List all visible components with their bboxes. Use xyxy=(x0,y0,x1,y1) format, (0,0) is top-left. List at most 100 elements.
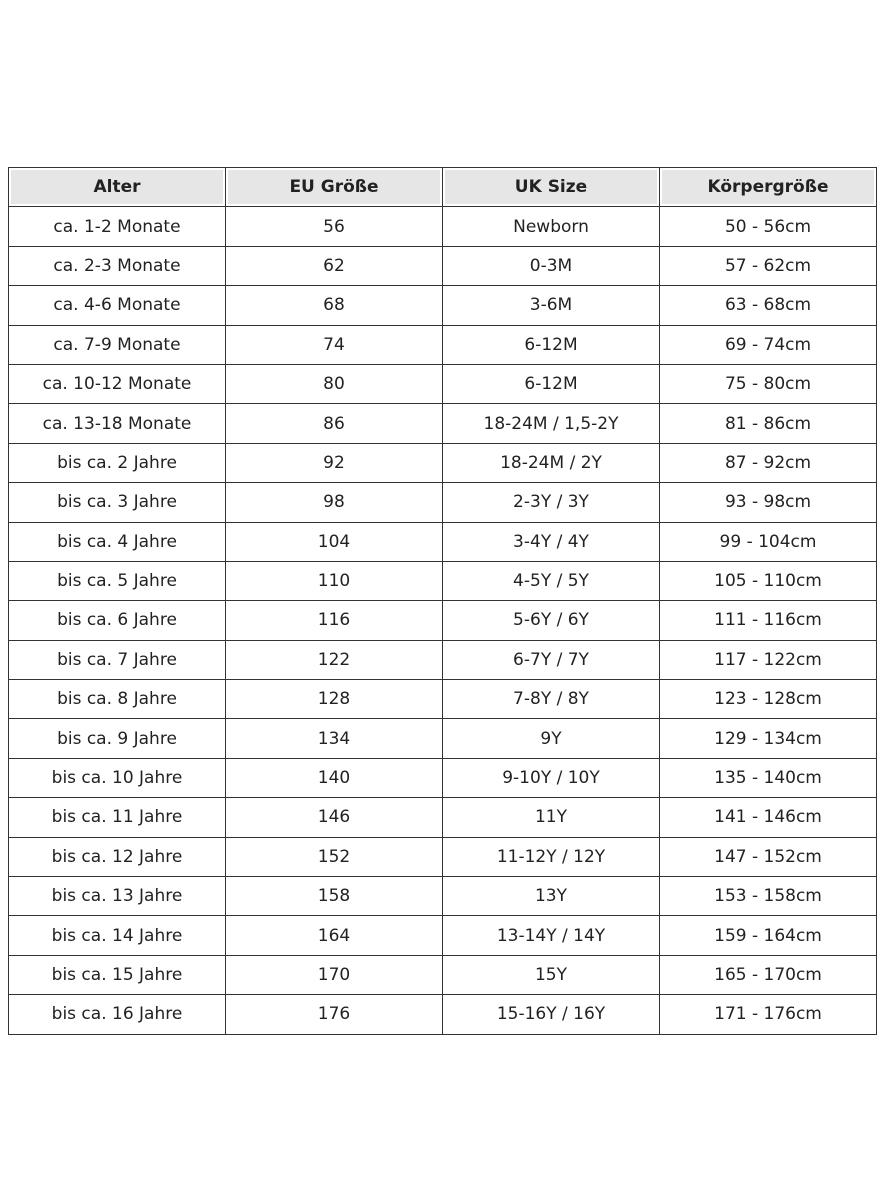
table-cell: 57 - 62cm xyxy=(659,245,877,287)
table-row: ca. 7-9 Monate 74 6-12M 69 - 74cm xyxy=(8,324,877,365)
header-cell: EU Größe xyxy=(225,166,443,208)
table-cell: 50 - 56cm xyxy=(659,206,877,247)
table-cell: 165 - 170cm xyxy=(659,954,877,996)
table-cell: 159 - 164cm xyxy=(659,915,877,956)
table-cell: 4-5Y / 5Y xyxy=(442,560,660,602)
table-cell: bis ca. 10 Jahre xyxy=(8,757,226,799)
table-cell: 116 xyxy=(225,600,443,641)
table-cell: 98 xyxy=(225,482,443,523)
table-cell: ca. 4-6 Monate xyxy=(8,285,226,326)
table-body: ca. 1-2 Monate 56 Newborn 50 - 56cm ca. 2-3 … xyxy=(8,206,877,1035)
table-row: ca. 1-2 Monate 56 Newborn 50 - 56cm xyxy=(8,206,877,247)
table-cell: 9Y xyxy=(442,718,660,759)
table-cell: ca. 13-18 Monate xyxy=(8,403,226,444)
table-cell: 152 xyxy=(225,836,443,878)
table-cell: ca. 2-3 Monate xyxy=(8,245,226,287)
table-cell: bis ca. 7 Jahre xyxy=(8,639,226,681)
table-cell: 104 xyxy=(225,521,443,562)
table-cell: 110 xyxy=(225,560,443,602)
table-cell: 140 xyxy=(225,757,443,799)
table-row: ca. 13-18 Monate 86 18-24M / 1,5-2Y 81 - 86… xyxy=(8,403,877,444)
table-cell: 62 xyxy=(225,245,443,287)
table-cell: bis ca. 15 Jahre xyxy=(8,954,226,996)
table-cell: ca. 1-2 Monate xyxy=(8,206,226,247)
table-cell: 123 - 128cm xyxy=(659,679,877,720)
table-cell: bis ca. 9 Jahre xyxy=(8,718,226,759)
table-cell: 141 - 146cm xyxy=(659,797,877,838)
table-row: bis ca. 6 Jahre 116 5-6Y / 6Y 111 - 116cm xyxy=(8,600,877,641)
table-row: bis ca. 13 Jahre 158 13Y 153 - 158cm xyxy=(8,876,877,917)
table-cell: 117 - 122cm xyxy=(659,639,877,681)
table-cell: 80 xyxy=(225,363,443,405)
table-cell: 56 xyxy=(225,206,443,247)
table-cell: 99 - 104cm xyxy=(659,521,877,562)
header-cell: Alter xyxy=(8,166,226,208)
table-cell: 74 xyxy=(225,324,443,365)
table-cell: 86 xyxy=(225,403,443,444)
table-cell: 18-24M / 1,5-2Y xyxy=(442,403,660,444)
table-cell: 135 - 140cm xyxy=(659,757,877,799)
table-cell: 6-12M xyxy=(442,324,660,365)
table-cell: 147 - 152cm xyxy=(659,836,877,878)
table-cell: 18-24M / 2Y xyxy=(442,442,660,484)
table-cell: 6-7Y / 7Y xyxy=(442,639,660,681)
table-cell: Newborn xyxy=(442,206,660,247)
table-cell: ca. 7-9 Monate xyxy=(8,324,226,365)
table-row: bis ca. 4 Jahre 104 3-4Y / 4Y 99 - 104cm xyxy=(8,521,877,562)
table-cell: 6-12M xyxy=(442,363,660,405)
table-cell: 111 - 116cm xyxy=(659,600,877,641)
table-cell: 0-3M xyxy=(442,245,660,287)
table-cell: 63 - 68cm xyxy=(659,285,877,326)
table-cell: 11Y xyxy=(442,797,660,838)
table-cell: 13-14Y / 14Y xyxy=(442,915,660,956)
table-cell: 146 xyxy=(225,797,443,838)
header-cell: Körpergröße xyxy=(659,166,877,208)
table-row: bis ca. 7 Jahre 122 6-7Y / 7Y 117 - 122cm xyxy=(8,639,877,681)
table-cell: 9-10Y / 10Y xyxy=(442,757,660,799)
table-cell: bis ca. 12 Jahre xyxy=(8,836,226,878)
table-cell: 3-6M xyxy=(442,285,660,326)
table-row: bis ca. 16 Jahre 176 15-16Y / 16Y 171 - 176… xyxy=(8,994,877,1035)
table-cell: 171 - 176cm xyxy=(659,994,877,1035)
table-cell: ca. 10-12 Monate xyxy=(8,363,226,405)
table-cell: bis ca. 11 Jahre xyxy=(8,797,226,838)
table-cell: 129 - 134cm xyxy=(659,718,877,759)
table-row: bis ca. 8 Jahre 128 7-8Y / 8Y 123 - 128cm xyxy=(8,679,877,720)
table-cell: bis ca. 2 Jahre xyxy=(8,442,226,484)
table-cell: 13Y xyxy=(442,876,660,917)
table-row: bis ca. 3 Jahre 98 2-3Y / 3Y 93 - 98cm xyxy=(8,482,877,523)
table-cell: bis ca. 4 Jahre xyxy=(8,521,226,562)
table-cell: 158 xyxy=(225,876,443,917)
table-cell: 105 - 110cm xyxy=(659,560,877,602)
table-cell: 68 xyxy=(225,285,443,326)
table-row: ca. 10-12 Monate 80 6-12M 75 - 80cm xyxy=(8,363,877,405)
table-cell: 128 xyxy=(225,679,443,720)
table-cell: 92 xyxy=(225,442,443,484)
table-row: bis ca. 12 Jahre 152 11-12Y / 12Y 147 - 152… xyxy=(8,836,877,878)
table-cell: 2-3Y / 3Y xyxy=(442,482,660,523)
table-row: bis ca. 5 Jahre 110 4-5Y / 5Y 105 - 110cm xyxy=(8,560,877,602)
table-row: bis ca. 11 Jahre 146 11Y 141 - 146cm xyxy=(8,797,877,838)
table-cell: bis ca. 6 Jahre xyxy=(8,600,226,641)
table-cell: 5-6Y / 6Y xyxy=(442,600,660,641)
table-cell: 122 xyxy=(225,639,443,681)
table-row: bis ca. 9 Jahre 134 9Y 129 - 134cm xyxy=(8,718,877,759)
table-cell: 15-16Y / 16Y xyxy=(442,994,660,1035)
table-cell: 81 - 86cm xyxy=(659,403,877,444)
table-cell: bis ca. 13 Jahre xyxy=(8,876,226,917)
table-row: bis ca. 15 Jahre 170 15Y 165 - 170cm xyxy=(8,954,877,996)
header-row: Alter EU Größe UK Size Körpergröße xyxy=(8,166,877,208)
table-cell: bis ca. 5 Jahre xyxy=(8,560,226,602)
table-row: ca. 4-6 Monate 68 3-6M 63 - 68cm xyxy=(8,285,877,326)
table-row: ca. 2-3 Monate 62 0-3M 57 - 62cm xyxy=(8,245,877,287)
table-cell: 3-4Y / 4Y xyxy=(442,521,660,562)
table-row: bis ca. 14 Jahre 164 13-14Y / 14Y 159 - 164… xyxy=(8,915,877,956)
table-row: bis ca. 10 Jahre 140 9-10Y / 10Y 135 - 140c… xyxy=(8,757,877,799)
table-cell: 7-8Y / 8Y xyxy=(442,679,660,720)
table-cell: 164 xyxy=(225,915,443,956)
table-cell: 176 xyxy=(225,994,443,1035)
table-cell: 153 - 158cm xyxy=(659,876,877,917)
table-cell: 134 xyxy=(225,718,443,759)
table-cell: bis ca. 3 Jahre xyxy=(8,482,226,523)
